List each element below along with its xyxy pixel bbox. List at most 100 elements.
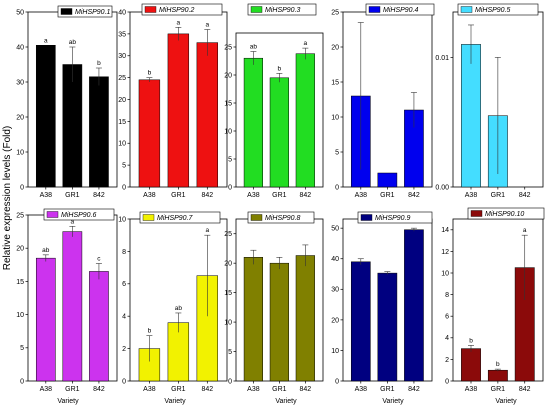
significance-letter: ab (250, 43, 258, 50)
x-tick-label: 842 (93, 386, 105, 393)
y-tick-label: 5 (335, 149, 339, 156)
y-tick-label: 10 (224, 319, 232, 326)
legend-box (43, 208, 115, 221)
legend-swatch (46, 211, 59, 218)
legend-label: MiHSP90.1 (75, 9, 111, 16)
y-tick-label: 10 (118, 216, 126, 223)
x-tick-label: A38 (355, 386, 368, 393)
x-tick-label: 842 (299, 192, 311, 199)
x-tick-label: A38 (355, 192, 368, 199)
y-tick-label: 40 (331, 256, 339, 263)
significance-letter: ab (42, 247, 50, 254)
x-tick-label: 842 (519, 192, 531, 199)
x-axis-label: Variety (275, 398, 297, 405)
x-tick-label: A38 (143, 192, 156, 199)
x-tick-label: 842 (299, 386, 311, 393)
bar-842 (404, 229, 424, 382)
x-tick-label: 842 (201, 386, 213, 393)
bar-842 (196, 42, 218, 188)
y-tick-label: 15 (118, 119, 126, 126)
y-tick-label: 10 (331, 348, 339, 355)
significance-letter: b (148, 70, 152, 77)
y-tick-label: 5 (122, 163, 126, 170)
legend-swatch (368, 6, 381, 13)
x-tick-label: A38 (465, 386, 478, 393)
panel-1: 0 10 20 30 40 50 a A38 ab GR1 b 842 MiHSP90.1 (16, 5, 118, 199)
y-tick-label: 15 (16, 279, 24, 286)
x-tick-label: A38 (465, 192, 478, 199)
x-tick-label: GR1 (491, 192, 506, 199)
y-tick-label: 0.00 (435, 184, 449, 191)
bar-A38 (243, 57, 263, 188)
x-tick-label: GR1 (380, 386, 395, 393)
bar-A38 (461, 44, 481, 188)
panel-8: 0 5 10 15 20 25 A38 GR1 842 MiHSP90.8 (224, 211, 324, 393)
bar-842 (89, 271, 109, 382)
legend-swatch (460, 6, 473, 13)
legend-label: MiHSP90.4 (383, 7, 419, 14)
y-tick-label: 20 (16, 246, 24, 253)
bar-A38 (35, 257, 56, 382)
legend-swatch (470, 210, 483, 217)
significance-letter: a (71, 218, 75, 225)
legend-swatch (60, 8, 73, 15)
y-tick-label: 0 (228, 378, 232, 385)
y-tick-label: 0.01 (435, 55, 449, 62)
y-tick-label: 20 (224, 261, 232, 268)
legend-swatch (250, 6, 263, 13)
bar-A38 (35, 45, 56, 188)
y-tick-label: 6 (122, 281, 126, 288)
bar-GR1 (167, 33, 190, 188)
legend-label: MiHSP90.9 (375, 215, 411, 222)
significance-letter: a (523, 227, 527, 234)
y-tick-label: 4 (445, 335, 449, 342)
significance-letter: b (496, 361, 500, 368)
y-tick-label: 50 (331, 226, 339, 233)
y-tick-label: 30 (16, 79, 24, 86)
legend-box (357, 211, 433, 224)
x-tick-label: GR1 (171, 192, 186, 199)
legend-label: MiHSP90.8 (265, 215, 301, 222)
significance-letter: b (469, 337, 473, 344)
legend-box (457, 3, 539, 16)
x-tick-label: 842 (408, 192, 420, 199)
y-tick-label: 10 (16, 149, 24, 156)
y-tick-label: 10 (118, 141, 126, 148)
y-tick-label: 2 (445, 357, 449, 364)
y-tick-label: 12 (441, 249, 449, 256)
y-tick-label: 0 (122, 184, 126, 191)
x-tick-label: 842 (408, 386, 420, 393)
panel-2: 0 5 10 15 20 25 30 35 40 b A38 a GR1 a 842 MiHSP90.2 (118, 3, 228, 199)
significance-letter: c (97, 255, 101, 262)
bar-A38 (243, 257, 263, 382)
y-tick-label: 25 (224, 44, 232, 51)
x-axis-label: Variety (382, 398, 404, 405)
y-tick-label: 15 (331, 79, 339, 86)
y-tick-label: 20 (16, 114, 24, 121)
x-tick-label: GR1 (65, 192, 80, 199)
x-tick-label: 842 (519, 386, 531, 393)
x-tick-label: A38 (247, 386, 260, 393)
y-tick-label: 20 (331, 317, 339, 324)
legend-label: MiHSP90.5 (475, 7, 511, 14)
bar-GR1 (377, 172, 398, 188)
bar-842 (89, 76, 109, 188)
legend-swatch (360, 214, 373, 221)
y-tick-label: 0 (335, 184, 339, 191)
y-tick-label: 0 (20, 184, 24, 191)
x-tick-label: A38 (143, 386, 156, 393)
significance-letter: a (44, 37, 48, 44)
panel-7: 0 2 4 6 8 10 b A38 ab GR1 a 842 MiHSP90.7 (118, 211, 228, 393)
y-tick-label: 35 (118, 31, 126, 38)
y-tick-label: 6 (445, 314, 449, 321)
panel-4: 0 5 10 15 20 25 A38 GR1 842 MiHSP90.4 (331, 3, 435, 199)
legend-label: MiHSP90.2 (159, 7, 195, 14)
legend-swatch (142, 214, 155, 221)
y-tick-label: 50 (16, 9, 24, 16)
y-tick-label: 15 (224, 290, 232, 297)
y-tick-label: 5 (20, 345, 24, 352)
y-tick-label: 0 (122, 378, 126, 385)
x-tick-label: GR1 (65, 386, 80, 393)
y-tick-label: 5 (228, 156, 232, 163)
significance-letter: b (278, 65, 282, 72)
